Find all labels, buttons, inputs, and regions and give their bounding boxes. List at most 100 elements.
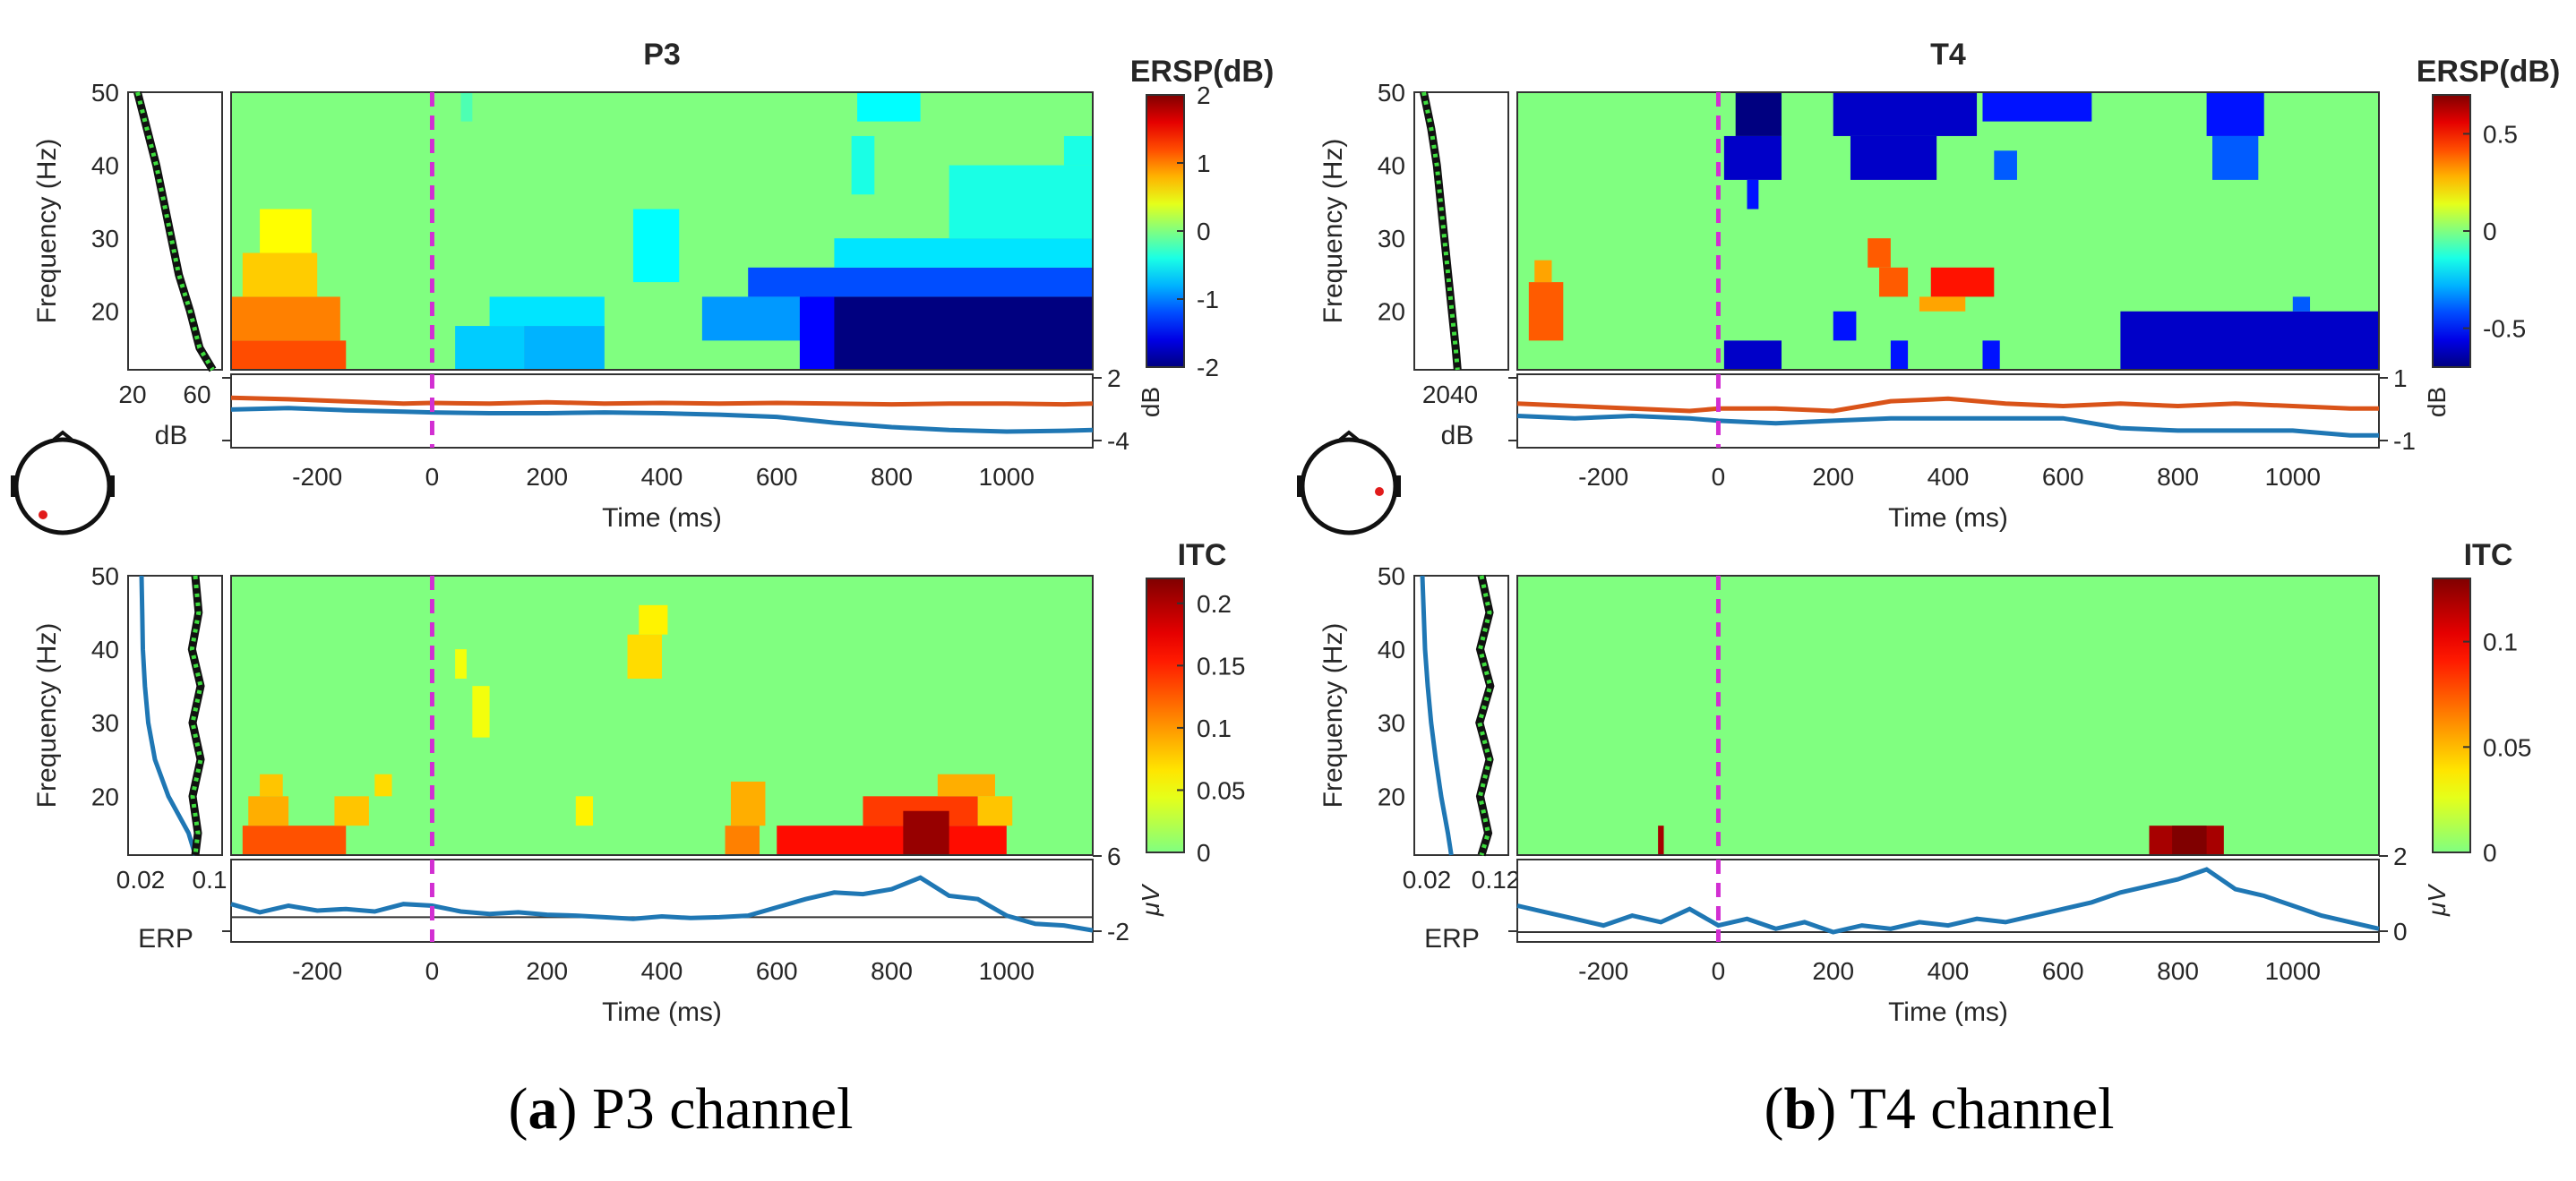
- ersp-summary-line-0: [1516, 396, 2379, 414]
- itc-cell: [777, 826, 1007, 855]
- itc-spectrum-tick-label: 0.02: [1403, 866, 1452, 894]
- ersp-cell: [1528, 282, 1564, 341]
- ersp-ytick-label: 30: [1378, 225, 1405, 252]
- ersp-colorbar-tick-label: -0.5: [2483, 315, 2526, 343]
- erp-ylabel: μV: [2423, 884, 2451, 917]
- ersp-time-tick-label: 1000: [979, 463, 1035, 491]
- itc-time-tick-label: 1000: [979, 957, 1035, 985]
- caption-b-text: T4 channel: [1836, 1076, 2114, 1142]
- itc-cell: [627, 634, 662, 679]
- itc-cell: [455, 649, 467, 679]
- erp-frame: [230, 859, 1094, 943]
- ersp-time-tick-label: 800: [2157, 463, 2199, 491]
- itc-ytick-label: 20: [91, 783, 119, 810]
- ersp-cell: [748, 267, 1093, 297]
- scalp-nose: [1338, 430, 1360, 441]
- itc-ytick-label: 40: [91, 636, 119, 663]
- ersp-ytick-label: 50: [1378, 79, 1405, 107]
- itc-colorbar-tick-label: 0: [2483, 839, 2497, 867]
- itc-frame: [1516, 575, 2380, 856]
- scalp-electrode-dot: [1375, 487, 1384, 496]
- ersp-colorbar-label: ERSP(dB): [2417, 55, 2561, 89]
- itc-cell: [725, 826, 760, 855]
- itc-significance-line: [187, 575, 205, 856]
- ersp-summary-ytick-label: -4: [1107, 427, 1129, 455]
- itc-time-tick-label: 1000: [2265, 957, 2321, 985]
- ersp-spectrum-tick-label: 2040: [1422, 381, 1478, 408]
- ersp-ylabel: Frequency (Hz): [1318, 139, 1348, 324]
- ersp-ytick-label: 30: [91, 225, 119, 252]
- ersp-cell: [1890, 340, 1909, 370]
- itc-time-tick-label: 0: [425, 957, 440, 985]
- ersp-cell: [1982, 340, 2000, 370]
- ersp-summary-ylabel: dB: [1137, 387, 1164, 417]
- itc-ytick-label: 20: [1378, 783, 1405, 810]
- ersp-time-tick-label: -200: [1578, 463, 1628, 491]
- ersp-cell: [857, 92, 921, 122]
- ersp-summary-line-1: [1516, 413, 2379, 438]
- itc-ytick-label: 50: [91, 562, 119, 590]
- caption-a: (a) P3 channel: [509, 1076, 854, 1142]
- itc-ytick-label: 30: [91, 709, 119, 737]
- itc-colorbar-tick-label: 0.1: [1197, 715, 1232, 742]
- ersp-time-tick-label: 200: [1812, 463, 1854, 491]
- itc-time-tick-label: 600: [756, 957, 798, 985]
- ersp-colorbar-label: ERSP(dB): [1130, 55, 1275, 89]
- itc-spectrum-tick-label: 0.1: [193, 866, 228, 894]
- itc-background: [1517, 576, 2379, 855]
- ersp-cell: [2120, 311, 2379, 370]
- captions: (a) P3 channel (b) T4 channel: [509, 1076, 2115, 1142]
- ersp-cell: [1747, 179, 1759, 210]
- ersp-time-tick-label: 400: [1928, 463, 1970, 491]
- itc-time-tick-label: 200: [1812, 957, 1854, 985]
- ersp-time-tick-label: 200: [526, 463, 568, 491]
- scalp-nose: [52, 430, 73, 441]
- ersp-ytick-label: 50: [91, 79, 119, 107]
- ersp-xlabel: Time (ms): [1888, 503, 2008, 533]
- scalp-ear-right: [107, 475, 115, 497]
- itc-time-tick-label: 200: [526, 957, 568, 985]
- itc-spectrum-tick-label: 0.02: [116, 866, 166, 894]
- ersp-cell: [1063, 135, 1093, 166]
- ersp-ytick-label: 20: [91, 298, 119, 326]
- caption-a-letter: a: [528, 1076, 558, 1142]
- itc-colorbar-tick-label: 0.05: [2483, 733, 2532, 761]
- itc-colorbar: [1146, 578, 1185, 853]
- itc-time-tick-label: 400: [641, 957, 683, 985]
- ersp-cell: [799, 296, 835, 370]
- itc-cell: [575, 796, 594, 826]
- caption-b: (b) T4 channel: [1764, 1076, 2114, 1142]
- itc-cell: [730, 781, 766, 826]
- itc-colorbar-tick-label: 0.1: [2483, 629, 2518, 656]
- caption-b-letter: b: [1783, 1076, 1816, 1142]
- ersp-spectrum-tick-label: 60: [183, 381, 210, 408]
- ersp-colorbar-tick-label: 0.5: [2483, 120, 2518, 148]
- ersp-time-tick-label: -200: [292, 463, 342, 491]
- ersp-ytick-label: 40: [91, 152, 119, 180]
- itc-time-tick-label: -200: [292, 957, 342, 985]
- itc-spectrum-line: [1420, 575, 1454, 856]
- itc-colorbar-tick-label: 0.15: [1197, 652, 1246, 680]
- itc-ytick-label: 30: [1378, 709, 1405, 737]
- ersp-colorbar-tick-label: 0: [1197, 218, 1211, 245]
- itc-cell: [472, 686, 490, 738]
- erp-ytick-label: 0: [2393, 918, 2408, 946]
- ersp-cell: [242, 252, 318, 297]
- itc-cell: [937, 774, 995, 797]
- itc-cell: [2172, 826, 2207, 855]
- ersp-summary-ylabel: dB: [2423, 387, 2451, 417]
- itc-ylabel: Frequency (Hz): [1318, 623, 1348, 809]
- ersp-cell: [1994, 150, 2017, 180]
- ersp-cell: [805, 296, 1093, 370]
- ersp-time-tick-label: 800: [871, 463, 913, 491]
- ersp-cell: [489, 296, 605, 327]
- ersp-ytick-label: 20: [1378, 298, 1405, 326]
- ersp-cell: [1919, 296, 1966, 312]
- itc-cell: [248, 796, 289, 826]
- itc-spectrum-tick-label: 0.12: [1472, 866, 1521, 894]
- itc-ytick-label: 50: [1378, 562, 1405, 590]
- ersp-cell: [2206, 92, 2264, 136]
- ersp-cell: [1735, 92, 1782, 136]
- ersp-cell: [1723, 340, 1782, 370]
- itc-ylabel: Frequency (Hz): [32, 623, 62, 809]
